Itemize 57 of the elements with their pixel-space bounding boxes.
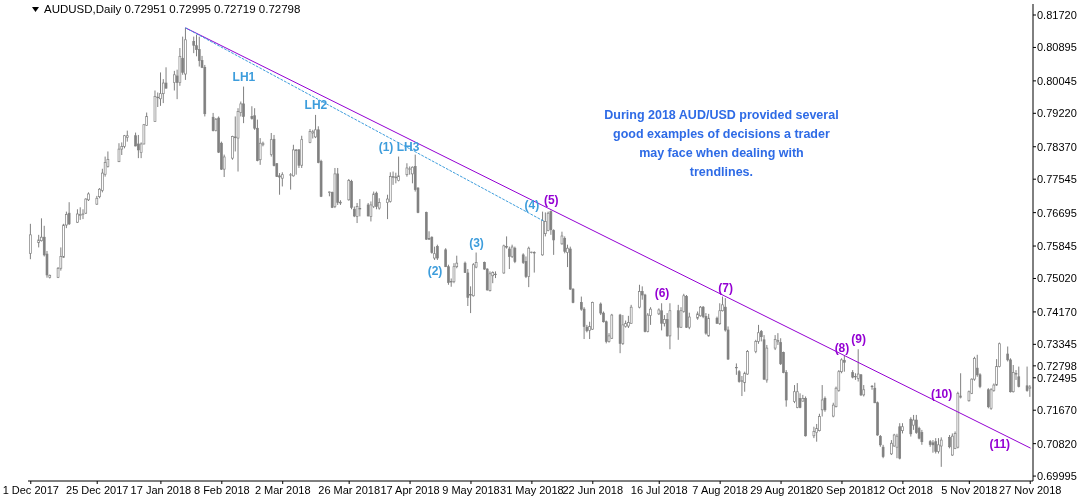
x-tick-label: 16 Jul 2018 (630, 483, 688, 496)
annotation: (9) (851, 332, 866, 347)
annotation: (10) (930, 386, 953, 401)
y-tick-label: 0.72495 (1037, 371, 1077, 384)
candlestick (793, 384, 796, 404)
x-tick-label: 26 Mar 2018 (318, 483, 381, 496)
candlestick (67, 201, 71, 226)
y-tick-label: 0.76695 (1037, 206, 1077, 219)
candlestick (159, 71, 162, 107)
y-tick-label: 0.69995 (1037, 469, 1077, 482)
x-tick-label: 25 Dec 2017 (66, 483, 129, 496)
x-tick-label: 2 Mar 2018 (254, 483, 311, 496)
y-tick-label: 0.78370 (1037, 140, 1077, 153)
chart-title: AUDUSD,Daily 0.72951 0.72995 0.72719 0.72798 (44, 3, 301, 15)
y-tick-label: 0.75020 (1037, 272, 1077, 285)
x-tick-label: 29 Aug 2018 (750, 483, 812, 496)
annotation: (3) (469, 235, 484, 250)
y-tick-label: 0.81720 (1037, 8, 1077, 21)
x-tick-label: 20 Sep 2018 (810, 483, 874, 496)
candlestick (294, 148, 298, 176)
y-tick-label: 0.80045 (1037, 74, 1077, 87)
x-tick-label: 8 Feb 2018 (193, 483, 250, 496)
annotation: (2) (427, 264, 443, 278)
x-tick-label: 17 Jan 2018 (130, 483, 192, 496)
candlestick (29, 223, 32, 260)
y-tick-label: 0.71670 (1037, 404, 1077, 417)
annotation: (8) (834, 341, 850, 356)
x-tick-label: 9 May 2018 (442, 483, 500, 496)
y-tick-label: 0.79220 (1037, 107, 1077, 120)
candlestick (707, 313, 710, 338)
annotation: During 2018 AUD/USD provided several good examples of decisions a trader may face when dealing with trendlines. (604, 108, 839, 179)
y-tick-label: 0.77545 (1037, 173, 1077, 186)
x-tick-label: 22 Jun 2018 (562, 483, 624, 496)
y-tick-label: 0.74170 (1037, 305, 1077, 318)
annotation: (5) (543, 193, 559, 208)
x-tick-label: 7 Aug 2018 (692, 483, 748, 496)
x-tick-label: 17 Apr 2018 (380, 483, 440, 496)
x-tick-label: 1 Dec 2017 (2, 483, 59, 496)
y-tick-label: 0.80895 (1037, 41, 1077, 54)
y-tick-label: 0.70820 (1037, 437, 1077, 450)
annotation: (6) (654, 286, 670, 301)
y-tick-label: 0.73345 (1037, 338, 1077, 351)
y-tick-label: 0.75845 (1037, 239, 1077, 252)
candlestick (629, 304, 633, 325)
candlestick (812, 426, 816, 439)
x-tick-label: 5 Nov 2018 (941, 483, 998, 496)
candlestick (1025, 366, 1029, 393)
x-tick-label: 31 May 2018 (500, 483, 564, 496)
annotation: (1) LH3 (378, 139, 420, 154)
y-tick-label: 0.72798 (1037, 359, 1077, 372)
x-tick-label: 27 Nov 2018 (999, 483, 1062, 496)
annotation: (4) (524, 197, 540, 212)
x-tick-label: 12 Oct 2018 (872, 483, 933, 496)
annotation: (7) (718, 281, 734, 296)
annotation: (11) (989, 436, 1011, 451)
annotation: LH1 (232, 69, 256, 84)
annotation: LH2 (304, 97, 328, 112)
